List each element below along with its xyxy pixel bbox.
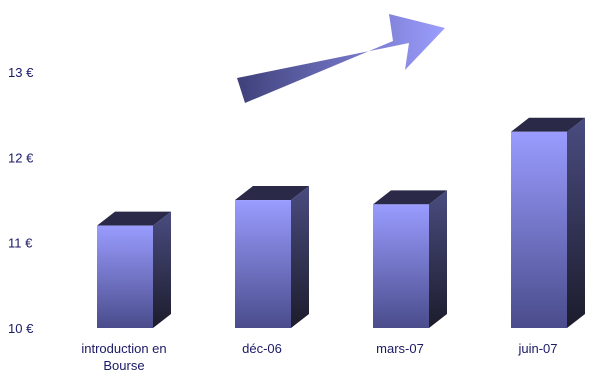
bar xyxy=(97,211,171,328)
bar xyxy=(373,190,447,328)
trend-arrow-icon xyxy=(237,14,445,103)
bar-front-face xyxy=(511,131,567,328)
bar-front-face xyxy=(373,204,429,328)
bar-side-face xyxy=(153,211,171,328)
bar-side-face xyxy=(291,186,309,328)
x-tick-label: mars-07 xyxy=(376,341,424,356)
x-tick-label: introduction en Bourse xyxy=(81,341,166,373)
x-axis: introduction en Bourse déc-06 mars-07 juin-0… xyxy=(81,341,557,373)
bar-top-face xyxy=(235,186,309,201)
x-tick-label: juin-07 xyxy=(517,341,557,356)
bar-front-face xyxy=(97,225,153,328)
y-tick-label: 10 € xyxy=(8,321,34,336)
bar xyxy=(511,117,585,328)
x-tick-label: déc-06 xyxy=(242,341,282,356)
bar-top-face xyxy=(97,211,171,226)
bar-top-face xyxy=(373,190,447,205)
bar-side-face xyxy=(567,117,585,328)
y-axis: 10 € 11 € 12 € 13 € xyxy=(8,65,34,336)
bar-top-face xyxy=(511,117,585,132)
bar-front-face xyxy=(235,200,291,328)
y-tick-label: 12 € xyxy=(8,150,34,165)
y-tick-label: 13 € xyxy=(8,65,34,80)
bar xyxy=(235,186,309,328)
y-tick-label: 11 € xyxy=(8,236,33,251)
bars xyxy=(97,117,585,328)
bar-side-face xyxy=(429,190,447,328)
